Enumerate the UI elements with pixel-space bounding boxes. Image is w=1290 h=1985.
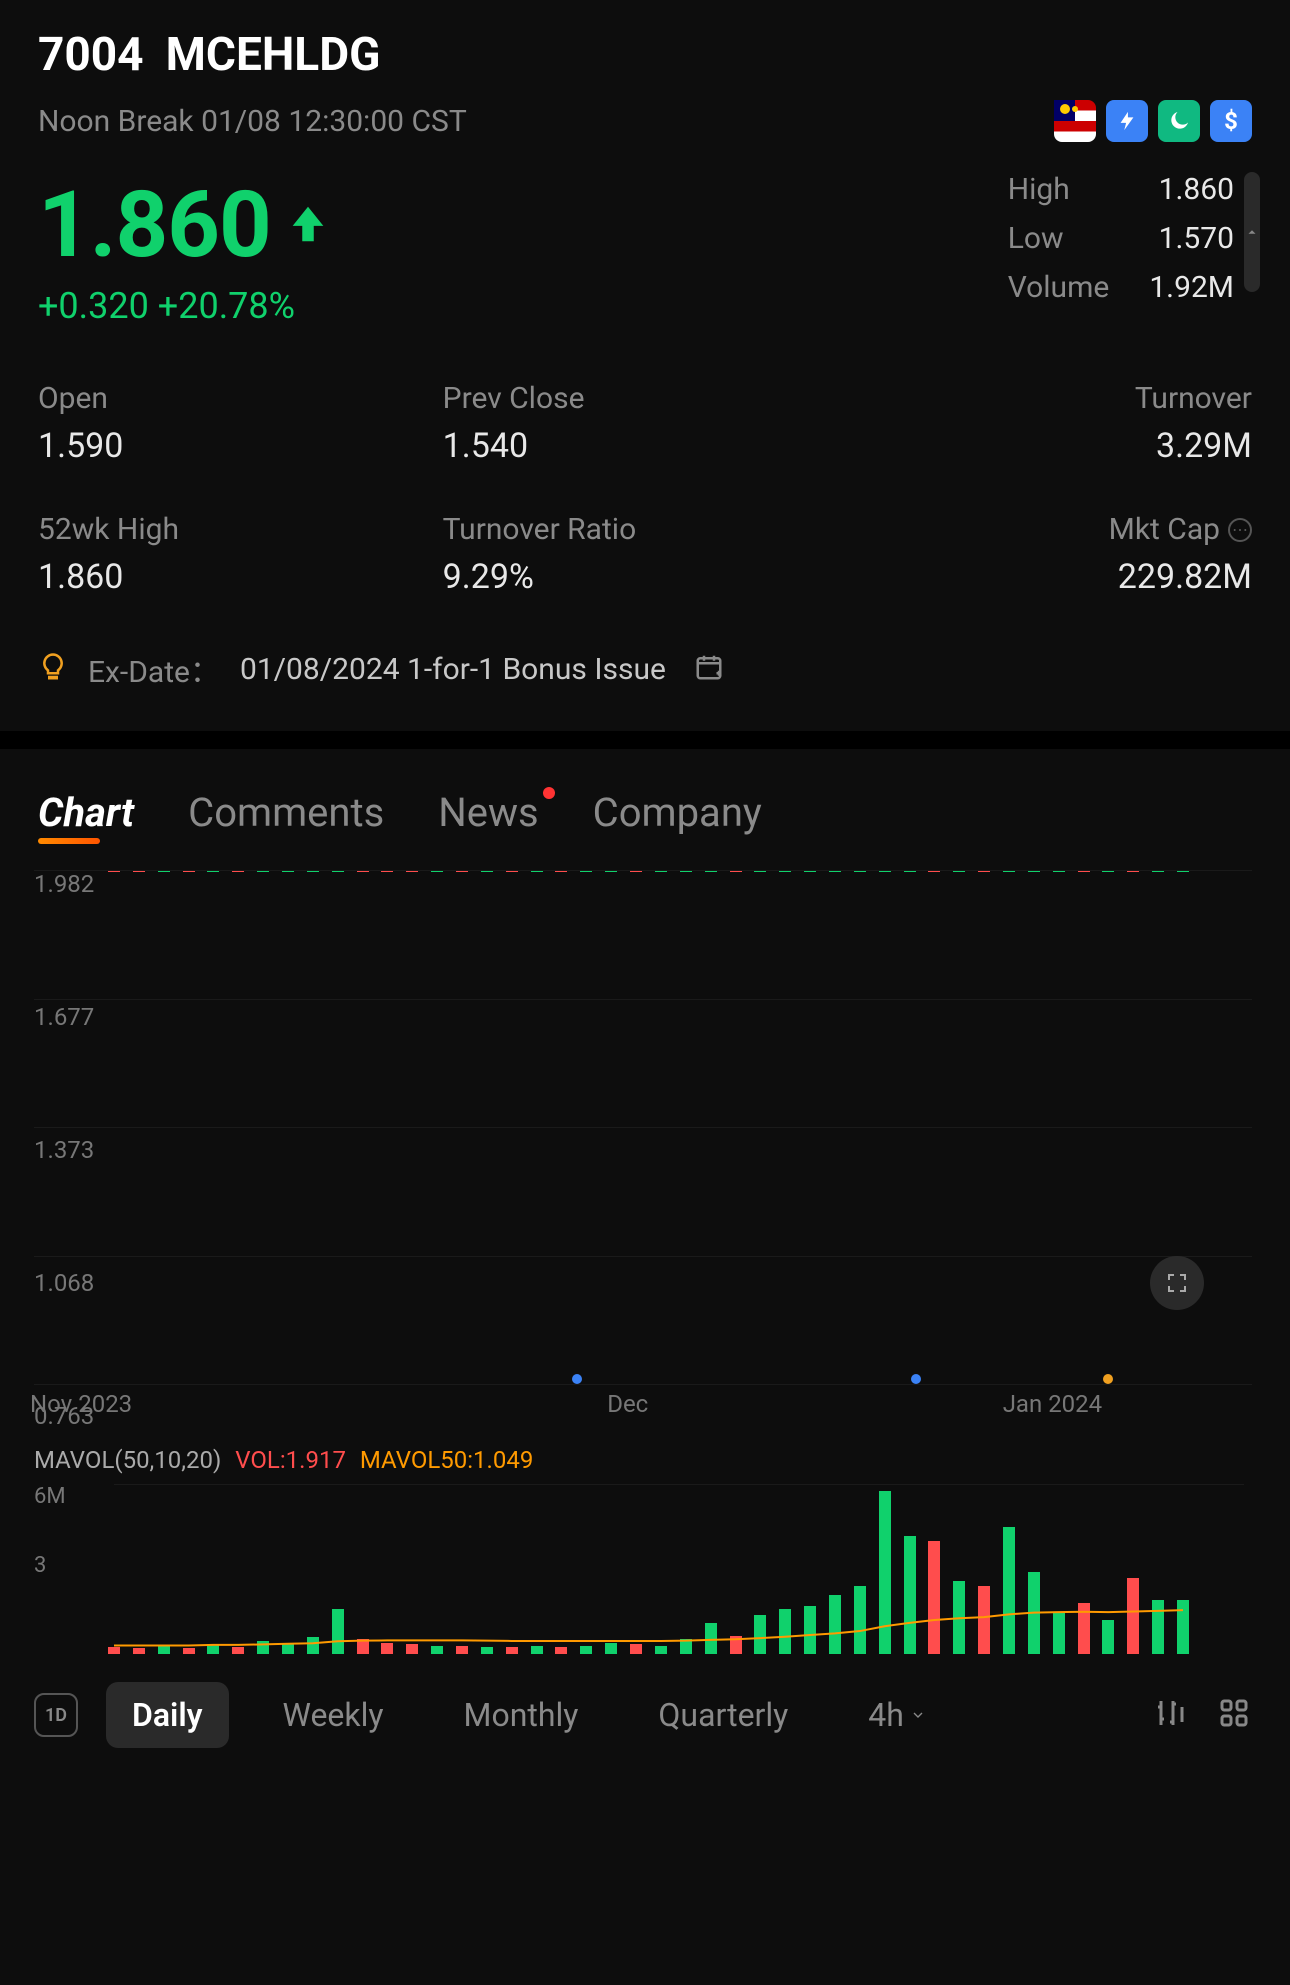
price-summary: High 1.860 Low 1.570 Volume 1.92M bbox=[1008, 172, 1234, 305]
mavol50-label: MAVOL50:1.049 bbox=[360, 1446, 533, 1474]
tab-news[interactable]: News bbox=[438, 789, 538, 836]
timeframe-weekly-button[interactable]: Weekly bbox=[257, 1682, 410, 1748]
expand-button[interactable] bbox=[1244, 172, 1260, 292]
label-low: Low bbox=[1008, 221, 1110, 256]
value-turnover: 3.29M bbox=[1156, 426, 1252, 466]
status-badges: $ bbox=[1054, 100, 1252, 142]
current-price: 1.860 bbox=[38, 172, 271, 279]
price-change: +0.320 +20.78% bbox=[38, 285, 331, 327]
value-prev-close: 1.540 bbox=[443, 426, 848, 466]
fullscreen-button[interactable] bbox=[1150, 1256, 1204, 1310]
value-high: 1.860 bbox=[1149, 172, 1234, 207]
dollar-icon[interactable]: $ bbox=[1210, 100, 1252, 142]
value-turnover-ratio: 9.29% bbox=[443, 557, 848, 597]
timeframe-daily-button[interactable]: Daily bbox=[106, 1682, 229, 1748]
change-pct: +20.78% bbox=[158, 285, 295, 327]
chart-x-axis: Nov 2023DecJan 2024 bbox=[34, 1390, 1252, 1430]
value-low: 1.570 bbox=[1149, 221, 1234, 256]
bolt-icon[interactable] bbox=[1106, 100, 1148, 142]
label-high: High bbox=[1008, 172, 1110, 207]
grid-menu-button[interactable] bbox=[1216, 1695, 1252, 1735]
notification-dot-icon bbox=[543, 787, 555, 799]
volume-chart[interactable]: 6M3 bbox=[34, 1484, 1252, 1654]
label-mkt-cap: Mkt Cap bbox=[1109, 512, 1252, 547]
volume-y-axis: 6M3 bbox=[34, 1484, 66, 1654]
exdate-text: 01/08/2024 1-for-1 Bonus Issue bbox=[240, 652, 666, 687]
arrow-up-icon bbox=[285, 198, 331, 254]
timeframe-bar: 1D Daily Weekly Monthly Quarterly 4h bbox=[0, 1654, 1290, 1780]
market-status: Noon Break 01/08 12:30:00 CST bbox=[38, 104, 467, 139]
value-volume: 1.92M bbox=[1149, 270, 1234, 305]
label-volume: Volume bbox=[1008, 270, 1110, 305]
section-divider bbox=[0, 731, 1290, 749]
more-icon[interactable] bbox=[1228, 518, 1252, 542]
tabs: Chart Comments News Company bbox=[0, 749, 1290, 846]
ticker-name: MCEHLDG bbox=[166, 28, 381, 82]
stats-grid: Open1.590 Prev Close1.540 Turnover3.29M … bbox=[0, 327, 1290, 625]
mavol-line bbox=[114, 1484, 1244, 1654]
vol-label: VOL:1.917 bbox=[235, 1446, 346, 1474]
volume-header: MAVOL(50,10,20) VOL:1.917 MAVOL50:1.049 bbox=[0, 1430, 1290, 1474]
tab-chart[interactable]: Chart bbox=[38, 789, 134, 836]
exdate-label: Ex-Date： bbox=[88, 647, 220, 691]
value-mkt-cap: 229.82M bbox=[1118, 557, 1252, 597]
tab-comments[interactable]: Comments bbox=[188, 789, 384, 836]
timeframe-monthly-button[interactable]: Monthly bbox=[438, 1682, 605, 1748]
timeframe-quarterly-button[interactable]: Quarterly bbox=[632, 1682, 814, 1748]
calendar-add-icon[interactable] bbox=[694, 652, 724, 686]
label-52wk-high: 52wk High bbox=[38, 512, 443, 547]
mavol-label: MAVOL(50,10,20) bbox=[34, 1446, 221, 1474]
tab-company[interactable]: Company bbox=[593, 789, 762, 836]
value-open: 1.590 bbox=[38, 426, 443, 466]
ticker-code: 7004 bbox=[38, 28, 144, 82]
chart-style-button[interactable] bbox=[1152, 1695, 1188, 1735]
timeframe-1d-button[interactable]: 1D bbox=[34, 1693, 78, 1737]
label-prev-close: Prev Close bbox=[443, 381, 848, 416]
value-52wk-high: 1.860 bbox=[38, 557, 443, 597]
ticker-row: 7004 MCEHLDG bbox=[38, 28, 1252, 82]
flag-malaysia-icon[interactable] bbox=[1054, 100, 1096, 142]
candlestick-chart[interactable]: 1.9821.6771.3731.0680.763 Nov 2023DecJan… bbox=[34, 870, 1252, 1430]
label-open: Open bbox=[38, 381, 443, 416]
label-turnover: Turnover bbox=[1135, 381, 1252, 416]
change-abs: +0.320 bbox=[38, 285, 149, 327]
exdate-row[interactable]: Ex-Date： 01/08/2024 1-for-1 Bonus Issue bbox=[0, 625, 1290, 731]
bulb-icon bbox=[38, 652, 68, 686]
timeframe-4h-button[interactable]: 4h bbox=[842, 1682, 952, 1748]
moon-icon[interactable] bbox=[1158, 100, 1200, 142]
label-turnover-ratio: Turnover Ratio bbox=[443, 512, 848, 547]
